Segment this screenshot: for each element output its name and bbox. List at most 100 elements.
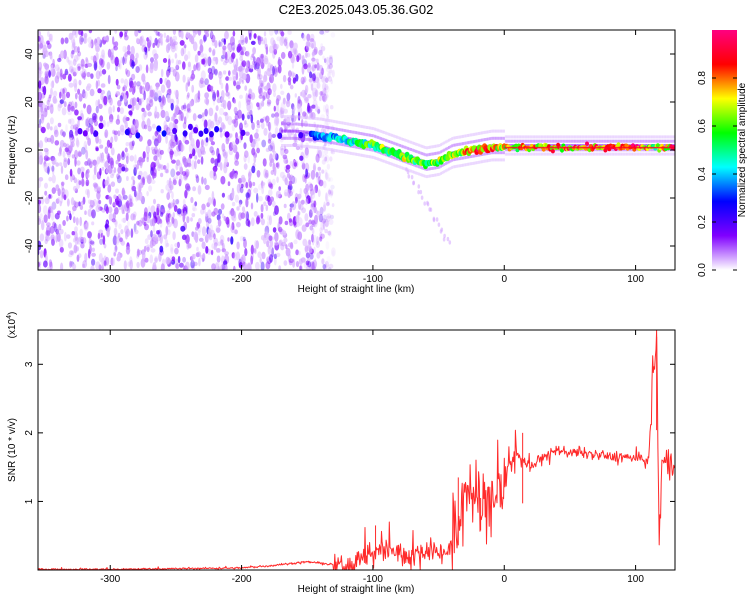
spectrogram-noise-cell <box>228 56 233 65</box>
spectrogram-halo-cell <box>638 139 641 143</box>
spectrogram-noise-cell <box>121 166 126 172</box>
spectrogram-halo-cell <box>429 167 431 171</box>
spectrogram-halo-cell <box>487 151 490 155</box>
spectrogram-ridge-cell <box>156 125 162 132</box>
spectrogram-noise-cell <box>104 132 108 138</box>
spectrogram-halo-cell <box>375 128 378 132</box>
spectrogram-noise-cell <box>191 254 195 263</box>
spectrogram-halo-cell <box>671 139 674 143</box>
spectrogram-noise-cell <box>87 248 91 259</box>
colorbar-ticks: 0.00.20.40.60.8 <box>697 71 737 277</box>
spectrogram-halo-cell <box>575 135 578 139</box>
spectrogram-ridge-cell <box>124 128 130 136</box>
spectrogram-halo-cell <box>471 162 474 165</box>
x-tick-label: -300 <box>100 274 120 285</box>
spectrogram-noise-cell <box>231 42 236 51</box>
spectrogram-noise-cell <box>202 58 206 65</box>
spectrogram-noise-cell <box>288 258 294 264</box>
spectrogram-noise-cell <box>94 161 98 168</box>
spectrogram-halo-cell <box>418 165 420 169</box>
spectrogram-noise-cell <box>177 208 182 215</box>
spectrogram-noise-cell <box>49 33 53 41</box>
spectrogram-halo-cell <box>572 144 575 147</box>
spectrogram-halo-cell <box>619 139 622 143</box>
spectrogram-noise-cell <box>326 56 330 66</box>
spectrogram-noise-cell <box>70 124 75 130</box>
spectrogram-noise-cell <box>218 71 222 76</box>
spectrogram-noise-cell <box>321 95 326 102</box>
spectrogram-noise-cell <box>318 213 324 223</box>
spectrogram-noise-cell <box>262 74 268 83</box>
spectrogram-halo-cell <box>641 139 644 143</box>
spectrogram-noise-cell <box>74 124 79 131</box>
spectrogram-halo-cell <box>334 127 337 131</box>
spectrogram-halo-cell <box>602 135 605 139</box>
spectrogram-noise-cell <box>193 231 198 241</box>
spectrogram-noise-cell <box>192 203 196 212</box>
spectrogram-noise-cell <box>62 220 66 226</box>
spectrogram-noise-cell <box>62 150 66 158</box>
spectrogram-noise-cell <box>211 190 215 201</box>
spectrogram-noise-cell <box>255 64 259 71</box>
spectrogram-noise-cell <box>182 171 187 176</box>
spectrogram-noise-cell <box>76 237 82 245</box>
spectrogram-noise-cell <box>74 149 79 160</box>
spectrogram-noise-cell <box>124 167 129 172</box>
spectrogram-halo-cell <box>643 148 646 152</box>
spectrogram-halo-cell <box>561 135 564 139</box>
spectrogram-noise-cell <box>255 137 261 142</box>
spectrogram-noise-cell <box>174 247 179 255</box>
spectrogram-noise-cell <box>229 224 234 231</box>
spectrogram-halo-cell <box>460 164 463 167</box>
spectrogram-halo-cell <box>345 143 348 147</box>
spectrogram-halo-cell <box>293 122 296 126</box>
spectrogram-noise-cell <box>282 154 288 160</box>
spectrogram-halo-cell <box>285 122 288 126</box>
spectrogram-noise-cell <box>180 142 184 153</box>
spectrogram-noise-cell <box>282 97 286 105</box>
spectrogram-noise-cell <box>197 185 202 195</box>
spectrogram-noise-cell <box>86 173 90 179</box>
spectrogram-halo-cell <box>659 152 661 156</box>
spectrogram-noise-cell <box>312 219 318 228</box>
spectrogram-ridge-cell <box>277 132 283 139</box>
spectrogram-noise-cell <box>131 59 135 69</box>
spectrogram-noise-cell <box>282 74 287 83</box>
spectrogram-noise-cell <box>219 132 223 138</box>
spectrogram-noise-cell <box>197 90 201 100</box>
spectrogram-noise-cell <box>293 42 298 50</box>
spectrogram-halo-cell <box>506 139 509 143</box>
spectrogram-noise-cell <box>321 169 325 174</box>
spectrogram-noise-cell <box>233 252 238 261</box>
spectrogram-noise-cell <box>188 143 194 154</box>
spectrogram-noise-cell <box>135 52 139 59</box>
spectrogram-halo-cell <box>411 148 414 152</box>
spectrogram-noise-cell <box>238 181 243 190</box>
spectrogram-noise-cell <box>188 34 194 43</box>
spectrogram-noise-cell <box>258 87 263 96</box>
spectrogram-noise-cell <box>169 213 173 220</box>
spectrogram-noise-cell <box>323 91 329 101</box>
spectrogram-noise-cell <box>43 62 48 67</box>
spectrogram-noise-cell <box>130 213 135 221</box>
spectrogram-halo-cell <box>566 144 569 147</box>
spectrogram-noise-cell <box>55 64 60 72</box>
spectrogram-noise-cell <box>152 162 157 168</box>
x-tick-label: -200 <box>232 274 252 285</box>
spectrogram-noise-cell <box>260 212 264 219</box>
spectrogram-halo-cell <box>388 161 390 165</box>
spectrogram-noise-cell <box>308 42 313 47</box>
spectrogram-noise-cell <box>280 244 285 251</box>
spectrogram-halo-cell <box>377 157 379 161</box>
spectrogram-noise-cell <box>60 262 64 270</box>
spectrogram-noise-cell <box>260 62 265 70</box>
spectrogram-noise-cell <box>233 80 237 87</box>
spectrogram-noise-cell <box>283 148 289 155</box>
spectrogram-noise-cell <box>78 93 83 102</box>
spectrogram-noise-cell <box>289 40 294 49</box>
spectrogram-halo-cell <box>358 124 360 128</box>
spectrogram-halo-cell <box>511 144 513 147</box>
spectrogram-halo-cell <box>580 135 583 139</box>
spectrogram-halo-cell <box>478 160 480 164</box>
spectrogram-noise-cell <box>80 242 85 249</box>
